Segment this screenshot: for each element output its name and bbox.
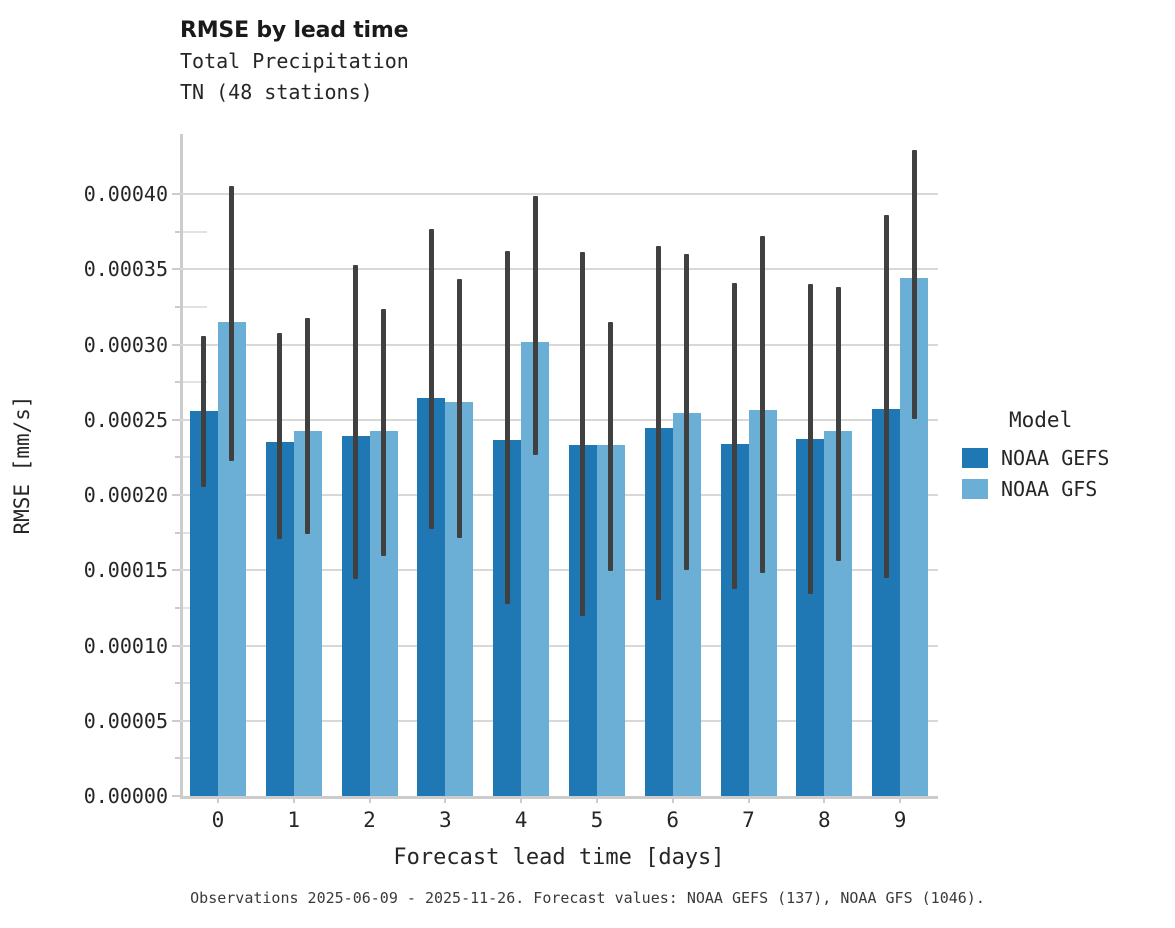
legend-item-noaa-gefs[interactable]: NOAA GEFS: [962, 442, 1172, 473]
x-axis-tick-label-8: 8: [817, 808, 831, 832]
x-axis-tick-mark: [747, 796, 750, 803]
x-axis-tick-mark: [595, 796, 598, 803]
x-axis-tick-mark: [899, 796, 902, 803]
gridline: [180, 343, 938, 346]
y-axis-minor-tick: [175, 682, 180, 685]
x-axis-spine: [180, 796, 938, 799]
plot-area: [172, 134, 938, 799]
x-axis-tick-label-1: 1: [287, 808, 301, 832]
legend-label-noaa-gfs: NOAA GFS: [1001, 476, 1098, 501]
error-bar-noaa-gefs-lead-4: [504, 251, 510, 605]
y-axis-tick-labels: 0.00000 0.00005 0.00010 0.00015 0.00020 0.000…: [0, 134, 168, 808]
gridline: [180, 418, 938, 421]
gridline: [180, 494, 938, 497]
y-axis-tick-mark: [172, 418, 180, 421]
y-axis-tick-mark: [172, 795, 180, 797]
error-bar-noaa-gefs-lead-7: [732, 282, 737, 590]
x-axis-tick-mark: [292, 796, 295, 803]
x-axis-tick-label-9: 9: [893, 808, 907, 832]
y-axis-minor-tick: [175, 757, 180, 760]
y-axis-tick-label: 0.00020: [83, 483, 168, 508]
y-axis-minor-tick: [175, 306, 180, 309]
gridline: [180, 644, 938, 647]
error-bar-noaa-gefs-lead-2: [353, 264, 358, 580]
gridline: [180, 193, 938, 196]
gridline: [180, 569, 938, 572]
legend-label-noaa-gefs: NOAA GEFS: [1001, 445, 1110, 470]
x-axis-tick-label-2: 2: [363, 808, 376, 832]
error-bar-noaa-gfs-lead-3: [456, 279, 462, 538]
y-axis-title-wrap: RMSE [mm/s]: [10, 134, 34, 796]
error-bar-noaa-gfs-lead-6: [684, 254, 690, 571]
x-axis-tick-label-5: 5: [590, 808, 604, 832]
y-axis-tick-label: 0.00005: [83, 708, 168, 733]
error-bar-noaa-gfs-lead-2: [381, 309, 386, 556]
y-axis-minor-tick: [175, 230, 180, 233]
y-axis-minor-tick-inner: [183, 230, 207, 233]
y-axis-tick-label: 0.00035: [83, 257, 168, 282]
error-bar-noaa-gfs-lead-0: [229, 185, 235, 462]
y-axis-tick-mark: [172, 268, 180, 271]
x-axis-tick-mark: [444, 796, 447, 803]
legend-swatch-icon-noaa-gfs: [962, 478, 988, 499]
y-axis-tick-label: 0.00010: [83, 633, 168, 658]
gridline: [180, 268, 938, 271]
x-axis-tick-mark: [520, 796, 523, 803]
error-bar-noaa-gfs-lead-4: [532, 196, 538, 456]
error-bar-noaa-gefs-lead-9: [883, 215, 889, 578]
y-axis-tick-label: 0.00040: [83, 182, 168, 207]
y-axis-minor-tick: [175, 531, 180, 534]
error-bar-noaa-gefs-lead-8: [807, 283, 813, 595]
error-bar-noaa-gefs-lead-1: [277, 333, 283, 539]
y-axis-tick-mark: [172, 343, 180, 346]
y-axis-tick-label: 0.00015: [83, 558, 168, 583]
x-axis-title: Forecast lead time [days]: [393, 845, 725, 870]
legend-item-noaa-gfs[interactable]: NOAA GFS: [962, 473, 1172, 504]
error-bar-noaa-gfs-lead-7: [760, 235, 765, 574]
legend-swatch-icon-noaa-gefs: [962, 447, 988, 468]
error-bar-noaa-gfs-lead-5: [608, 322, 614, 572]
x-axis-tick-label-3: 3: [438, 808, 452, 832]
gridline: [180, 719, 938, 722]
legend-title: Model: [1009, 408, 1073, 432]
error-bar-noaa-gefs-lead-0: [201, 335, 207, 487]
y-axis-minor-tick: [175, 381, 180, 384]
error-bar-noaa-gefs-lead-3: [428, 228, 434, 529]
y-axis-tick-label: 0.00000: [83, 784, 168, 808]
y-axis-minor-tick-inner: [183, 306, 207, 309]
error-bar-noaa-gfs-lead-9: [911, 149, 917, 420]
error-bar-noaa-gefs-lead-5: [580, 252, 586, 617]
title-block: RMSE by lead time Total Precipitation TN…: [180, 16, 409, 108]
y-axis-tick-mark: [172, 494, 180, 497]
error-bar-noaa-gefs-lead-6: [656, 246, 662, 600]
y-axis-minor-tick: [175, 456, 180, 459]
y-axis-tick-mark: [172, 569, 180, 572]
legend: Model NOAA GEFS NOAA GFS: [962, 408, 1172, 504]
y-axis-tick-label: 0.00030: [83, 332, 168, 357]
x-axis-tick-label-0: 0: [211, 808, 225, 832]
x-axis-tick-mark: [368, 796, 371, 803]
x-axis-tick-label-7: 7: [742, 808, 755, 832]
error-bar-noaa-gfs-lead-8: [835, 286, 841, 561]
chart-subtitle-region: TN (48 stations): [180, 80, 373, 104]
y-axis-minor-tick: [175, 606, 180, 609]
y-axis-spine: [180, 134, 183, 796]
x-axis-tick-label-6: 6: [666, 808, 680, 832]
y-axis-tick-label: 0.00025: [83, 407, 168, 432]
chart-subtitle-variable: Total Precipitation: [180, 49, 409, 73]
x-axis-tick-mark: [216, 796, 219, 803]
y-axis-title: RMSE [mm/s]: [10, 395, 34, 535]
chart-title: RMSE by lead time: [180, 18, 409, 43]
x-axis-tick-label-4: 4: [514, 808, 528, 832]
y-axis-minor-tick-inner: [183, 381, 207, 384]
x-axis-tick-mark: [823, 796, 826, 803]
footer-note: Observations 2025-06-09 - 2025-11-26. Fo…: [190, 889, 985, 907]
y-axis-tick-mark: [172, 193, 180, 196]
y-axis-tick-mark: [172, 644, 180, 647]
error-bar-noaa-gfs-lead-1: [305, 318, 311, 535]
x-axis-tick-labels: 0 1 2 3 4 5 6 7 8 9: [180, 796, 938, 846]
x-axis-tick-mark: [671, 796, 674, 803]
y-axis-tick-mark: [172, 719, 180, 722]
